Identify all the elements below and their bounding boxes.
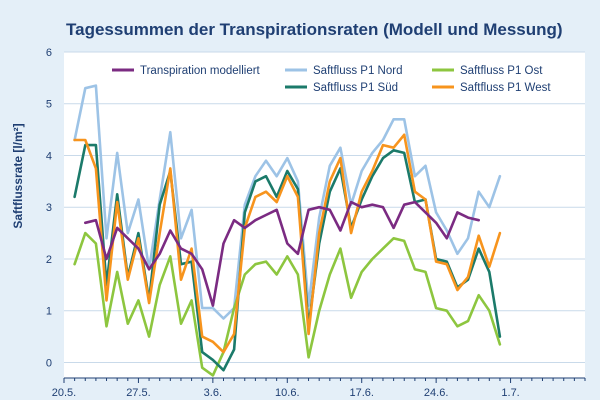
series-line-3	[73, 231, 502, 377]
x-tick-label: 17.6.	[349, 387, 373, 399]
legend-label: Saftfluss P1 Ost	[460, 65, 543, 77]
y-tick-label: 4	[46, 150, 52, 162]
y-tick-label: 5	[46, 99, 52, 111]
legend-label: Transpiration modelliert	[140, 65, 261, 77]
x-tick-label: 1.7.	[501, 387, 519, 399]
y-tick-label: 3	[46, 202, 52, 214]
x-tick-label: 10.6.	[275, 387, 299, 399]
legend-label: Saftfluss P1 West	[460, 82, 551, 94]
y-tick-label: 2	[46, 254, 52, 266]
y-axis-label: Saftflussrate [l/m²]	[11, 123, 25, 228]
x-tick-label: 27.5.	[126, 387, 150, 399]
chart-title: Tagessummen der Transpirationsraten (Mod…	[66, 20, 563, 39]
x-tick-label: 20.5.	[52, 387, 76, 399]
x-tick-label: 3.6.	[204, 387, 222, 399]
legend-label: Saftfluss P1 Süd	[313, 82, 398, 94]
x-tick-label: 24.6.	[424, 387, 448, 399]
series-line-5	[73, 133, 502, 354]
legend-label: Saftfluss P1 Nord	[313, 65, 402, 77]
y-tick-label: 6	[46, 47, 52, 59]
series-line-2	[73, 84, 502, 320]
series-line-1	[84, 200, 480, 307]
y-tick-label: 0	[46, 357, 52, 369]
y-tick-label: 1	[46, 306, 52, 318]
